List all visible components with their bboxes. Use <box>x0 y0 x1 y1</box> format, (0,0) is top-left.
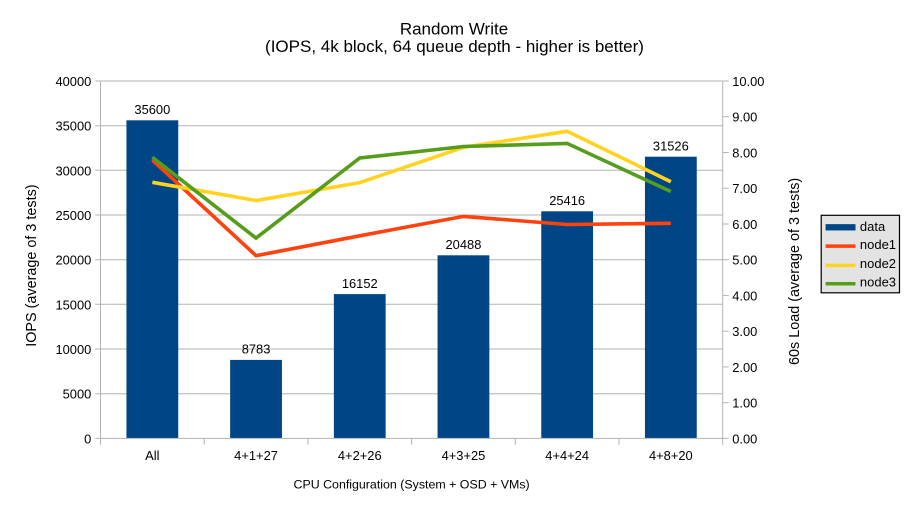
svg-text:8783: 8783 <box>242 342 271 357</box>
svg-text:20000: 20000 <box>55 253 91 268</box>
svg-text:10000: 10000 <box>55 342 91 357</box>
svg-text:node3: node3 <box>860 275 896 290</box>
svg-text:8.00: 8.00 <box>732 146 757 161</box>
svg-text:3.00: 3.00 <box>732 324 757 339</box>
svg-text:20488: 20488 <box>446 237 482 252</box>
svg-text:0: 0 <box>84 431 91 446</box>
svg-text:5.00: 5.00 <box>732 253 757 268</box>
svg-text:Random Write: Random Write <box>400 19 508 38</box>
svg-text:4+8+20: 4+8+20 <box>649 448 693 463</box>
svg-text:2.00: 2.00 <box>732 360 757 375</box>
svg-text:25000: 25000 <box>55 208 91 223</box>
svg-text:6.00: 6.00 <box>732 217 757 232</box>
svg-text:16152: 16152 <box>342 276 378 291</box>
svg-text:1.00: 1.00 <box>732 396 757 411</box>
svg-text:30000: 30000 <box>55 163 91 178</box>
svg-text:35600: 35600 <box>134 102 170 117</box>
svg-text:9.00: 9.00 <box>732 110 757 125</box>
svg-text:4.00: 4.00 <box>732 288 757 303</box>
svg-text:60s Load (average of 3 tests): 60s Load (average of 3 tests) <box>787 178 803 365</box>
svg-text:data: data <box>860 219 886 234</box>
svg-text:7.00: 7.00 <box>732 181 757 196</box>
svg-text:All: All <box>145 448 159 463</box>
svg-text:31526: 31526 <box>653 139 689 154</box>
svg-text:10.00: 10.00 <box>732 74 764 89</box>
svg-text:CPU Configuration (System + OS: CPU Configuration (System + OSD + VMs) <box>294 477 530 491</box>
svg-text:(IOPS, 4k block, 64 queue dept: (IOPS, 4k block, 64 queue depth - higher… <box>265 37 644 56</box>
svg-text:40000: 40000 <box>55 74 91 89</box>
svg-text:node1: node1 <box>860 237 896 252</box>
svg-text:4+3+25: 4+3+25 <box>442 448 486 463</box>
svg-text:15000: 15000 <box>55 297 91 312</box>
svg-text:4+4+24: 4+4+24 <box>545 448 589 463</box>
svg-text:0.00: 0.00 <box>732 431 757 446</box>
svg-text:node2: node2 <box>860 256 896 271</box>
svg-text:4+2+26: 4+2+26 <box>338 448 382 463</box>
svg-text:5000: 5000 <box>63 387 92 402</box>
svg-text:IOPS (average of 3 tests): IOPS (average of 3 tests) <box>24 184 40 346</box>
svg-text:4+1+27: 4+1+27 <box>234 448 278 463</box>
svg-text:35000: 35000 <box>55 119 91 134</box>
svg-text:25416: 25416 <box>549 193 585 208</box>
